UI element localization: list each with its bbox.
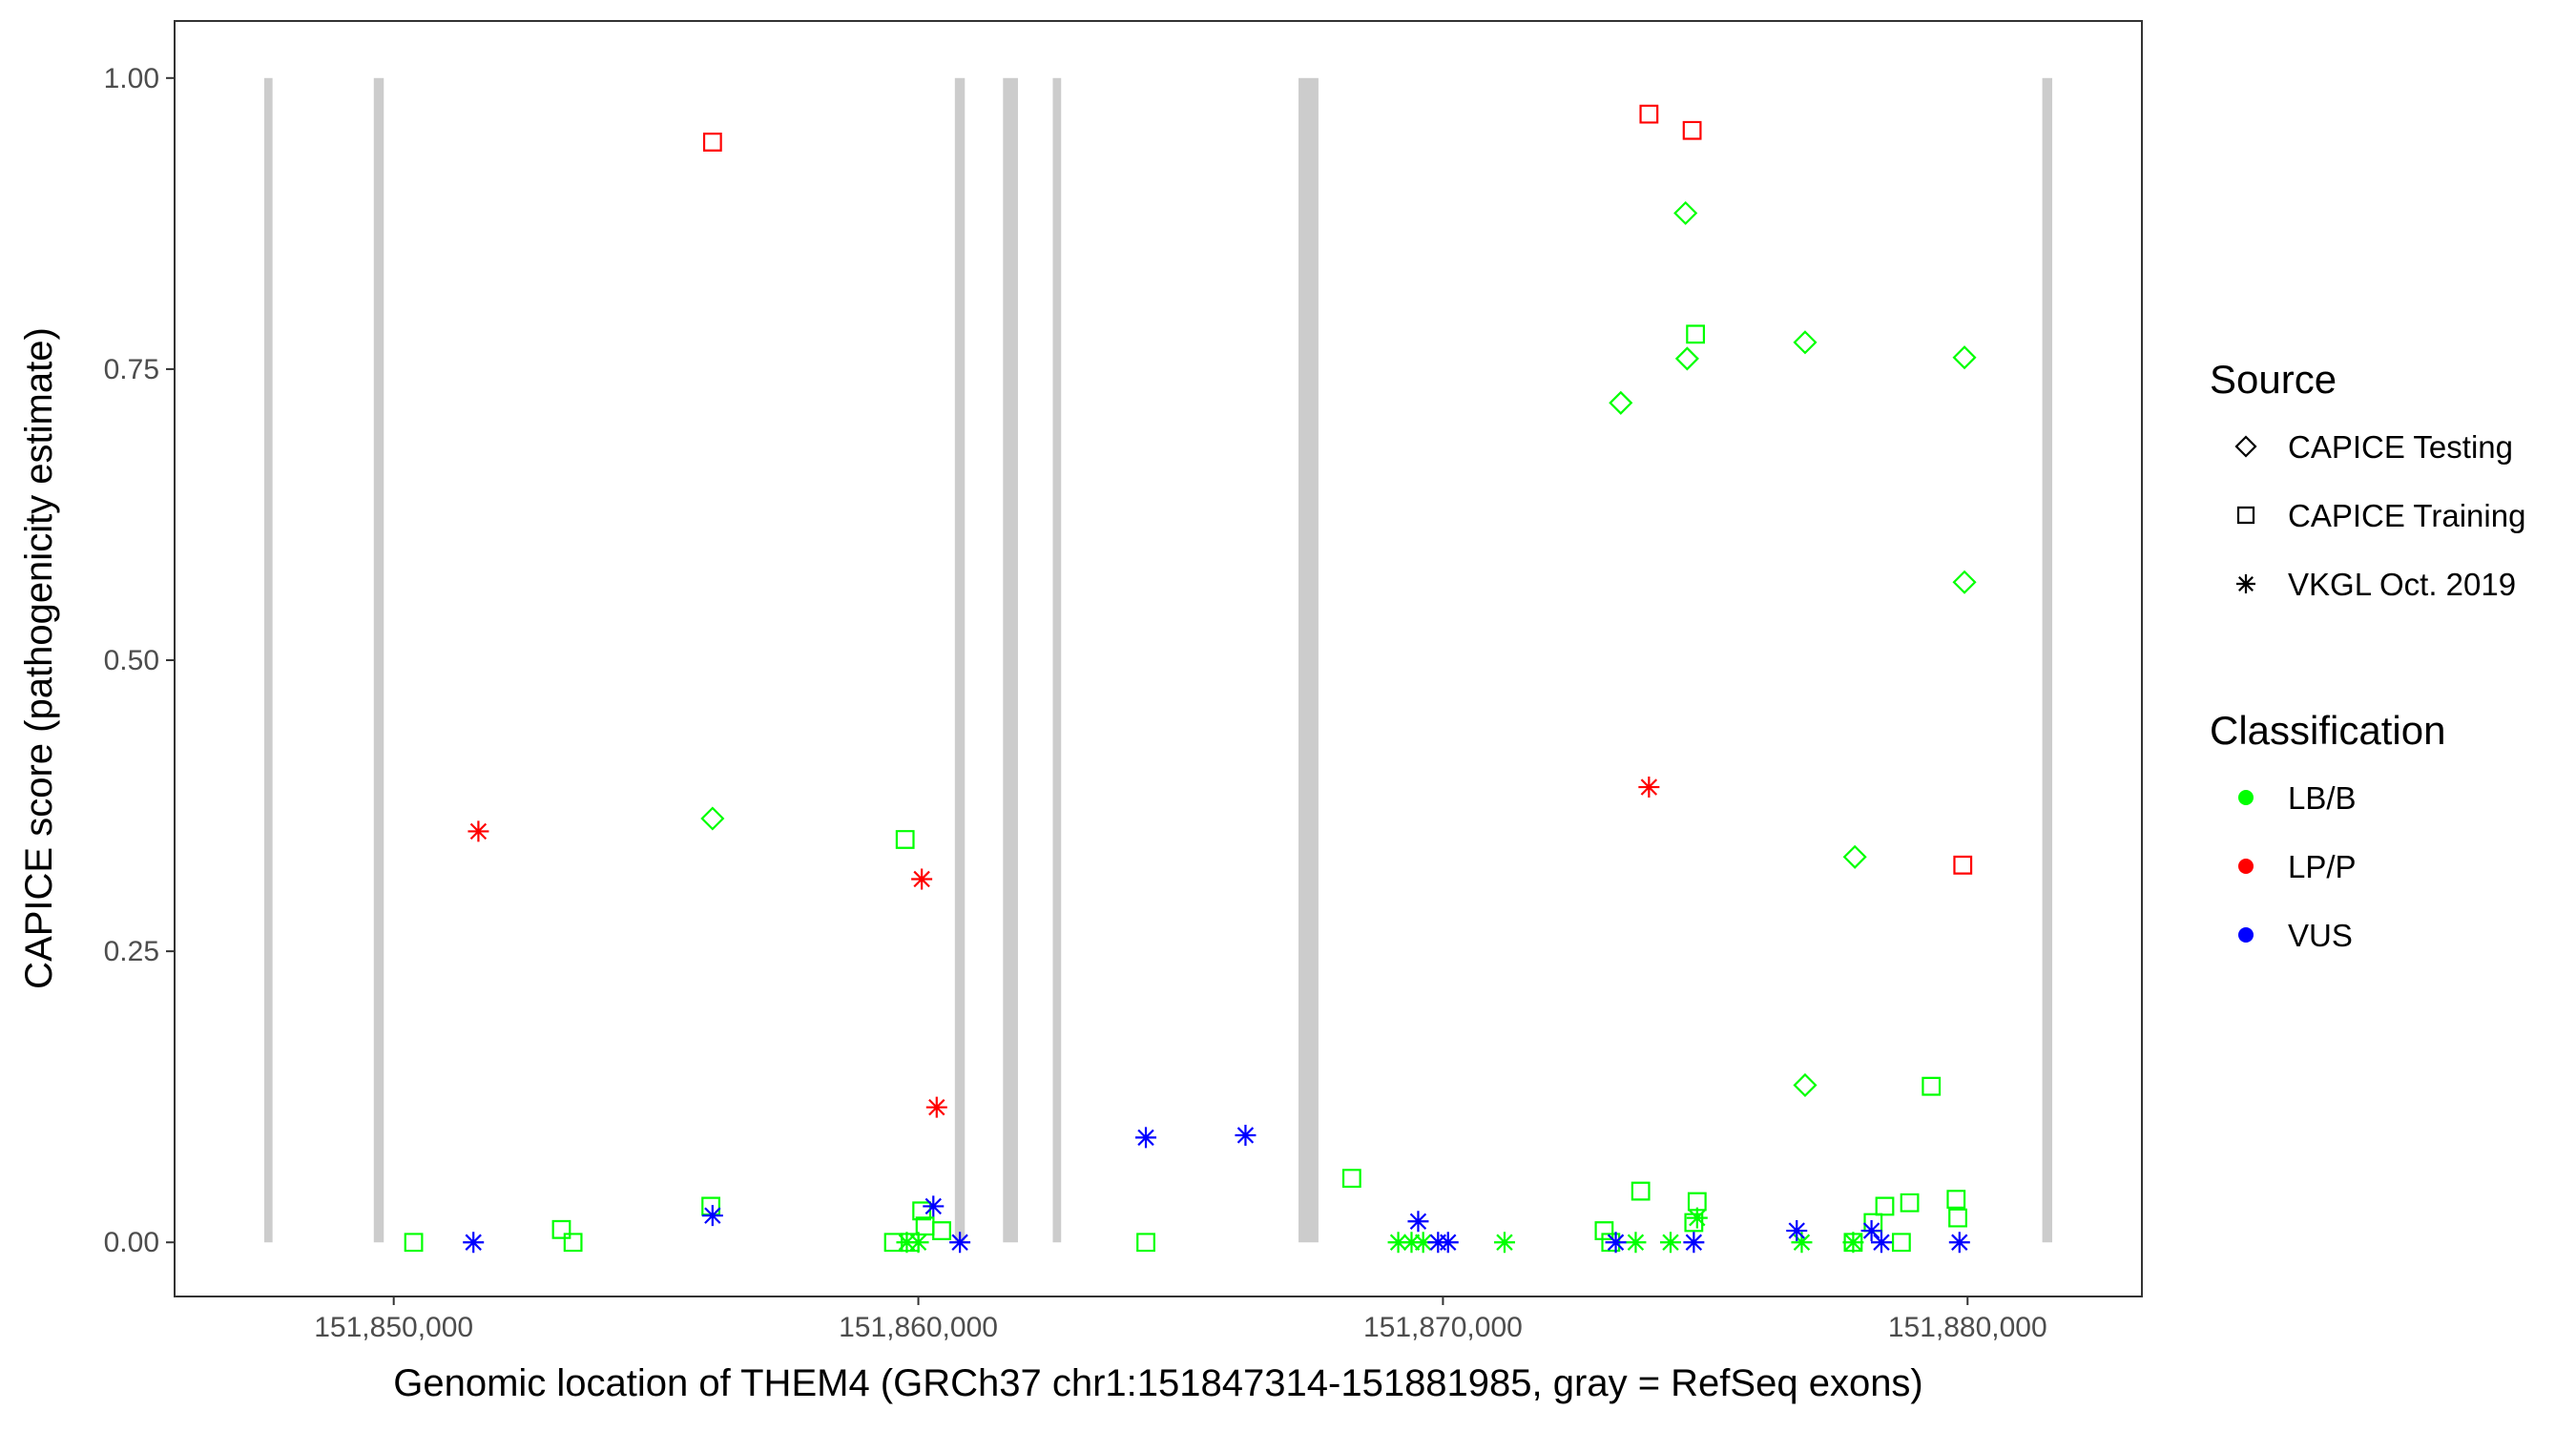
point	[1952, 345, 1977, 370]
legend-label: LP/P	[2288, 849, 2357, 884]
exon	[2042, 77, 2053, 1243]
point	[1638, 777, 1660, 798]
point	[1437, 1232, 1459, 1254]
point	[1401, 1232, 1423, 1254]
legend-key	[2236, 574, 2255, 593]
point	[1674, 346, 1699, 371]
point	[1660, 1232, 1681, 1254]
legend-key	[2238, 859, 2254, 874]
point	[912, 1201, 932, 1221]
point	[1922, 1076, 1942, 1096]
point	[1948, 1232, 1970, 1254]
point	[1793, 1072, 1818, 1098]
point	[1793, 330, 1818, 355]
x-tick-label: 151,880,000	[1888, 1312, 2047, 1343]
point	[1842, 844, 1867, 869]
point-layer	[404, 104, 1977, 1254]
point	[932, 1221, 951, 1240]
x-tick-label: 151,850,000	[314, 1312, 473, 1343]
exon	[1052, 77, 1062, 1243]
point	[1412, 1232, 1434, 1254]
legend-key	[2234, 435, 2257, 458]
exon-layer	[263, 77, 2053, 1243]
panel-border	[174, 20, 2143, 1297]
point	[1235, 1124, 1257, 1146]
x-axis-title: Genomic location of THEM4 (GRCh37 chr1:1…	[393, 1362, 1923, 1404]
point	[1687, 1192, 1707, 1212]
point	[1135, 1127, 1157, 1149]
legend-label: LB/B	[2288, 780, 2357, 816]
point	[949, 1232, 971, 1254]
legend-title: Source	[2210, 357, 2337, 402]
point	[1341, 1169, 1361, 1189]
point	[1952, 570, 1977, 594]
point	[1605, 1232, 1627, 1254]
point	[1493, 1232, 1515, 1254]
point	[467, 820, 489, 842]
exon	[373, 77, 384, 1243]
point	[1686, 324, 1706, 344]
y-tick-label: 0.00	[104, 1227, 159, 1258]
point	[907, 1232, 929, 1254]
point	[1860, 1220, 1882, 1242]
point	[1673, 200, 1698, 225]
point	[1387, 1232, 1409, 1254]
legend-key	[2238, 790, 2254, 805]
y-tick-label: 0.25	[104, 936, 159, 967]
exon	[954, 77, 966, 1243]
y-axis-title: CAPICE score (pathogenicity estimate)	[18, 327, 60, 989]
x-tick-label: 151,870,000	[1363, 1312, 1523, 1343]
point	[1843, 1233, 1863, 1253]
legend-label: CAPICE Training	[2288, 498, 2525, 533]
point	[896, 1232, 918, 1254]
point	[1891, 1233, 1911, 1253]
point	[701, 1205, 723, 1227]
point	[1786, 1220, 1808, 1242]
point	[923, 1195, 945, 1217]
point	[1407, 1211, 1429, 1233]
point	[895, 830, 915, 849]
x-tick-label: 151,860,000	[839, 1312, 998, 1343]
point	[1683, 1232, 1705, 1254]
point	[1842, 1232, 1864, 1254]
legend-key	[2238, 927, 2254, 943]
point	[911, 868, 933, 890]
point	[1875, 1196, 1895, 1216]
point	[1601, 1233, 1621, 1253]
legend-label: CAPICE Testing	[2288, 429, 2513, 465]
legend-key	[2236, 506, 2255, 525]
point	[563, 1233, 583, 1253]
point	[1870, 1232, 1892, 1254]
point	[1946, 1190, 1966, 1209]
point	[551, 1219, 571, 1239]
exon	[1003, 77, 1018, 1243]
point	[404, 1233, 424, 1253]
point	[1631, 1181, 1651, 1201]
exon	[1298, 77, 1319, 1243]
y-tick-label: 1.00	[104, 63, 159, 94]
legend-label: VKGL Oct. 2019	[2288, 567, 2516, 602]
point	[1900, 1192, 1920, 1213]
legend-label: VUS	[2288, 918, 2353, 953]
point	[1625, 1232, 1647, 1254]
legend-title: Classification	[2210, 708, 2445, 753]
exon	[263, 77, 273, 1243]
point	[925, 1096, 947, 1118]
point	[1639, 104, 1659, 124]
point	[1686, 1207, 1708, 1229]
point	[1948, 1208, 1967, 1228]
point	[463, 1232, 485, 1254]
point	[1953, 855, 1973, 875]
point	[700, 806, 725, 831]
point	[1682, 120, 1702, 140]
y-tick-label: 0.50	[104, 645, 159, 676]
point	[1791, 1232, 1813, 1254]
y-tick-label: 0.75	[104, 354, 159, 385]
point	[1609, 390, 1633, 415]
point	[702, 133, 722, 152]
point	[1136, 1233, 1155, 1253]
